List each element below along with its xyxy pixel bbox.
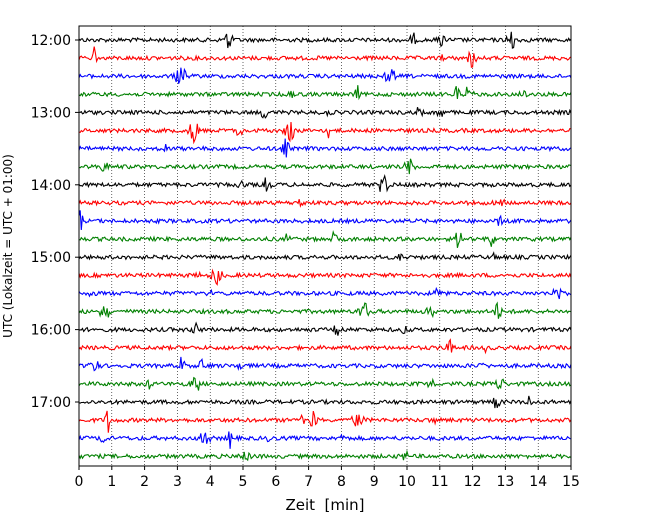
x-tick-label: 2: [140, 474, 149, 490]
trace-line: [78, 286, 572, 300]
trace-line: [78, 268, 572, 286]
trace-line: [78, 85, 572, 101]
trace-line: [78, 158, 572, 175]
plot-area: [79, 26, 571, 466]
y-tick-label: 13:00: [31, 105, 71, 121]
trace-line: [78, 338, 572, 355]
y-axis-ticks: 12:00 13:00 14:00 15:00 16:00 17:00: [31, 33, 79, 411]
x-tick-label: 13: [496, 474, 514, 490]
trace-line: [78, 121, 572, 145]
trace-line: [78, 410, 572, 433]
trace-group: [78, 31, 572, 462]
x-tick-label: 14: [529, 474, 547, 490]
y-tick-label: 15:00: [31, 250, 71, 266]
y-tick-label: 16:00: [31, 323, 71, 339]
x-tick-label: 6: [271, 474, 280, 490]
trace-line: [78, 356, 572, 372]
x-axis-ticks: 0 1 2 3 4 5 6 7 8 9 10 11 12 13 14 15: [75, 466, 580, 490]
trace-line: [78, 376, 572, 391]
trace-line: [78, 46, 572, 68]
vertical-grid: [111, 26, 539, 466]
y-tick-label: 17:00: [31, 395, 71, 411]
x-tick-label: 0: [75, 474, 84, 490]
trace-line: [78, 431, 572, 449]
trace-line: [78, 321, 572, 336]
x-tick-label: 15: [562, 474, 580, 490]
trace-line: [78, 67, 572, 84]
trace-line: [78, 138, 572, 158]
trace-line: [78, 210, 572, 231]
trace-line: [78, 449, 572, 462]
y-tick-label: 12:00: [31, 33, 71, 49]
trace-line: [78, 173, 572, 193]
x-tick-label: 9: [370, 474, 379, 490]
x-tick-label: 10: [398, 474, 416, 490]
y-axis-label: UTC (Lokalzeit = UTC + 01:00): [1, 154, 15, 338]
plot-frame: [78, 25, 572, 467]
x-tick-label: 5: [239, 474, 248, 490]
x-tick-label: 8: [337, 474, 346, 490]
x-tick-label: 12: [464, 474, 482, 490]
x-tick-label: 3: [173, 474, 182, 490]
y-tick-label: 14:00: [31, 178, 71, 194]
x-axis-label: Zeit [min]: [285, 496, 364, 514]
trace-line: [78, 198, 572, 208]
trace-line: [78, 395, 572, 409]
trace-line: [78, 31, 572, 49]
x-tick-label: 11: [431, 474, 449, 490]
x-tick-label: 7: [304, 474, 313, 490]
x-tick-label: 4: [206, 474, 215, 490]
trace-line: [78, 229, 572, 248]
x-tick-label: 1: [107, 474, 116, 490]
trace-line: [78, 107, 572, 119]
trace-line: [78, 301, 572, 319]
trace-line: [78, 251, 572, 261]
